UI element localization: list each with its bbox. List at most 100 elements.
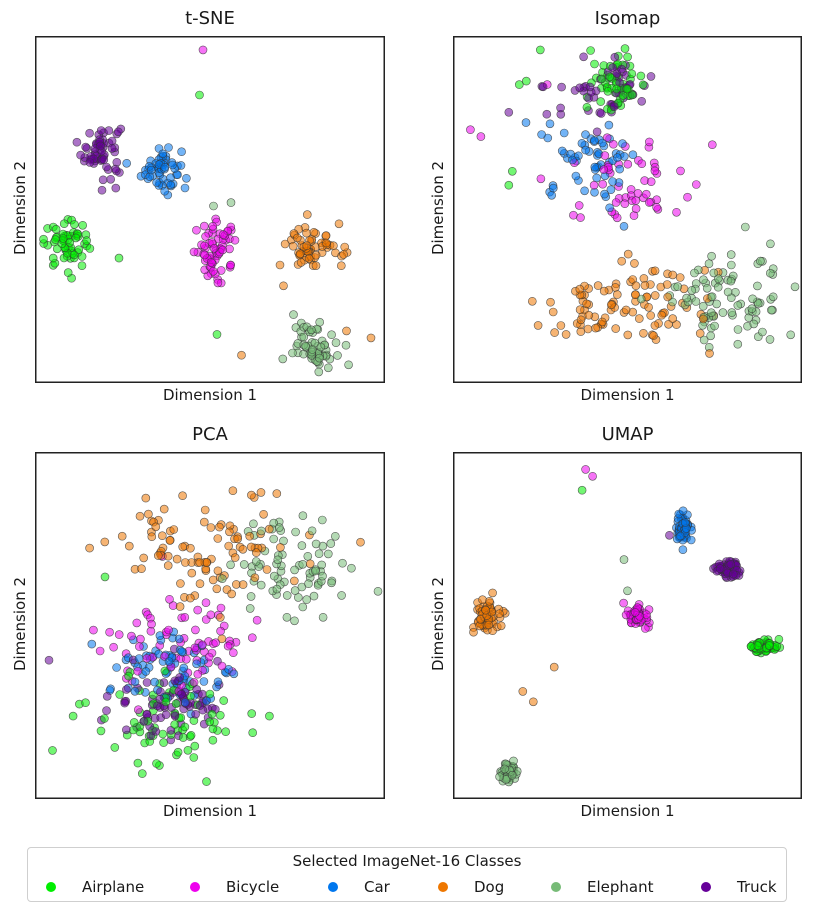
point-dog	[213, 566, 223, 576]
point-elephant	[256, 580, 266, 590]
point-dog	[662, 280, 672, 289]
scatter-plot-pca	[35, 452, 385, 799]
point-elephant	[344, 360, 353, 370]
point-airplane	[159, 738, 168, 747]
point-airplane	[536, 45, 545, 55]
point-bicycle	[198, 640, 207, 650]
point-dog	[245, 531, 254, 541]
point-car	[155, 631, 165, 640]
point-truck	[609, 102, 619, 111]
point-elephant	[727, 308, 737, 317]
point-car	[160, 163, 170, 172]
point-bicycle	[114, 630, 124, 639]
point-car	[581, 145, 590, 155]
point-elephant	[269, 518, 278, 528]
point-car	[166, 173, 175, 182]
point-dog	[699, 314, 708, 324]
point-dog	[340, 242, 350, 252]
point-car	[177, 147, 186, 156]
point-dog	[593, 281, 603, 290]
point-airplane	[138, 769, 147, 778]
point-elephant	[712, 299, 722, 309]
point-elephant	[303, 552, 313, 561]
point-car	[87, 639, 97, 649]
point-dog	[334, 219, 344, 229]
point-dog	[495, 609, 504, 618]
point-bicycle	[637, 159, 647, 168]
point-dog	[342, 326, 351, 336]
point-bicycle	[219, 230, 228, 239]
point-truck	[99, 155, 109, 164]
point-truck	[646, 72, 656, 81]
plot-frame	[453, 452, 802, 799]
point-elephant	[327, 330, 336, 340]
point-elephant	[288, 348, 297, 358]
point-dog	[630, 259, 639, 268]
point-car	[590, 162, 600, 172]
point-dog	[623, 330, 633, 340]
point-dog	[488, 588, 497, 598]
point-elephant	[275, 523, 284, 532]
point-bicycle	[147, 619, 156, 629]
point-airplane	[265, 711, 274, 721]
point-bicycle	[216, 626, 225, 636]
point-dog	[256, 488, 266, 497]
point-dog	[230, 553, 240, 562]
point-dog	[591, 323, 600, 333]
point-bicycle	[642, 189, 651, 199]
point-truck	[96, 126, 106, 135]
point-dog	[668, 314, 677, 323]
point-dog	[295, 249, 305, 259]
point-elephant	[290, 616, 299, 626]
point-elephant	[246, 592, 256, 601]
point-truck	[111, 183, 121, 193]
point-bicycle	[201, 232, 210, 241]
point-airplane	[63, 268, 73, 277]
point-bicycle	[105, 627, 114, 637]
point-car	[130, 677, 140, 687]
point-airplane	[133, 758, 143, 768]
point-truck	[85, 158, 95, 167]
point-airplane	[623, 52, 632, 62]
point-dog	[561, 330, 571, 339]
point-airplane	[114, 253, 124, 263]
point-elephant	[710, 321, 719, 331]
point-car	[675, 531, 685, 541]
point-bicycle	[631, 204, 641, 213]
point-airplane	[77, 252, 87, 261]
point-dog	[529, 697, 538, 707]
point-airplane	[507, 167, 517, 176]
point-dog	[650, 291, 660, 300]
legend-label: Bicycle	[226, 878, 280, 896]
point-dog	[635, 314, 644, 323]
point-car	[229, 669, 239, 679]
point-elephant	[226, 198, 236, 207]
point-dog	[550, 328, 559, 337]
point-bicycle	[631, 196, 641, 205]
point-airplane	[638, 80, 648, 90]
point-dog	[356, 537, 365, 547]
point-dog	[485, 597, 494, 606]
point-elephant	[309, 591, 319, 601]
point-elephant	[318, 571, 327, 581]
point-car	[160, 186, 169, 196]
chart-title: PCA	[192, 424, 228, 445]
point-elephant	[282, 613, 292, 622]
point-dog	[296, 258, 306, 267]
point-elephant	[291, 527, 300, 537]
point-dog	[137, 564, 146, 573]
point-car	[179, 663, 189, 673]
point-bicycle	[683, 192, 692, 202]
point-airplane	[605, 72, 615, 82]
point-elephant	[278, 354, 288, 364]
point-elephant	[733, 339, 743, 349]
plot-frame	[453, 36, 802, 383]
point-airplane	[247, 709, 256, 718]
point-airplane	[78, 221, 88, 230]
point-elephant	[290, 565, 299, 575]
point-elephant	[249, 519, 258, 529]
point-truck	[111, 164, 120, 174]
chart-title: UMAP	[601, 424, 654, 445]
point-elephant	[726, 260, 736, 270]
point-elephant	[323, 549, 333, 559]
